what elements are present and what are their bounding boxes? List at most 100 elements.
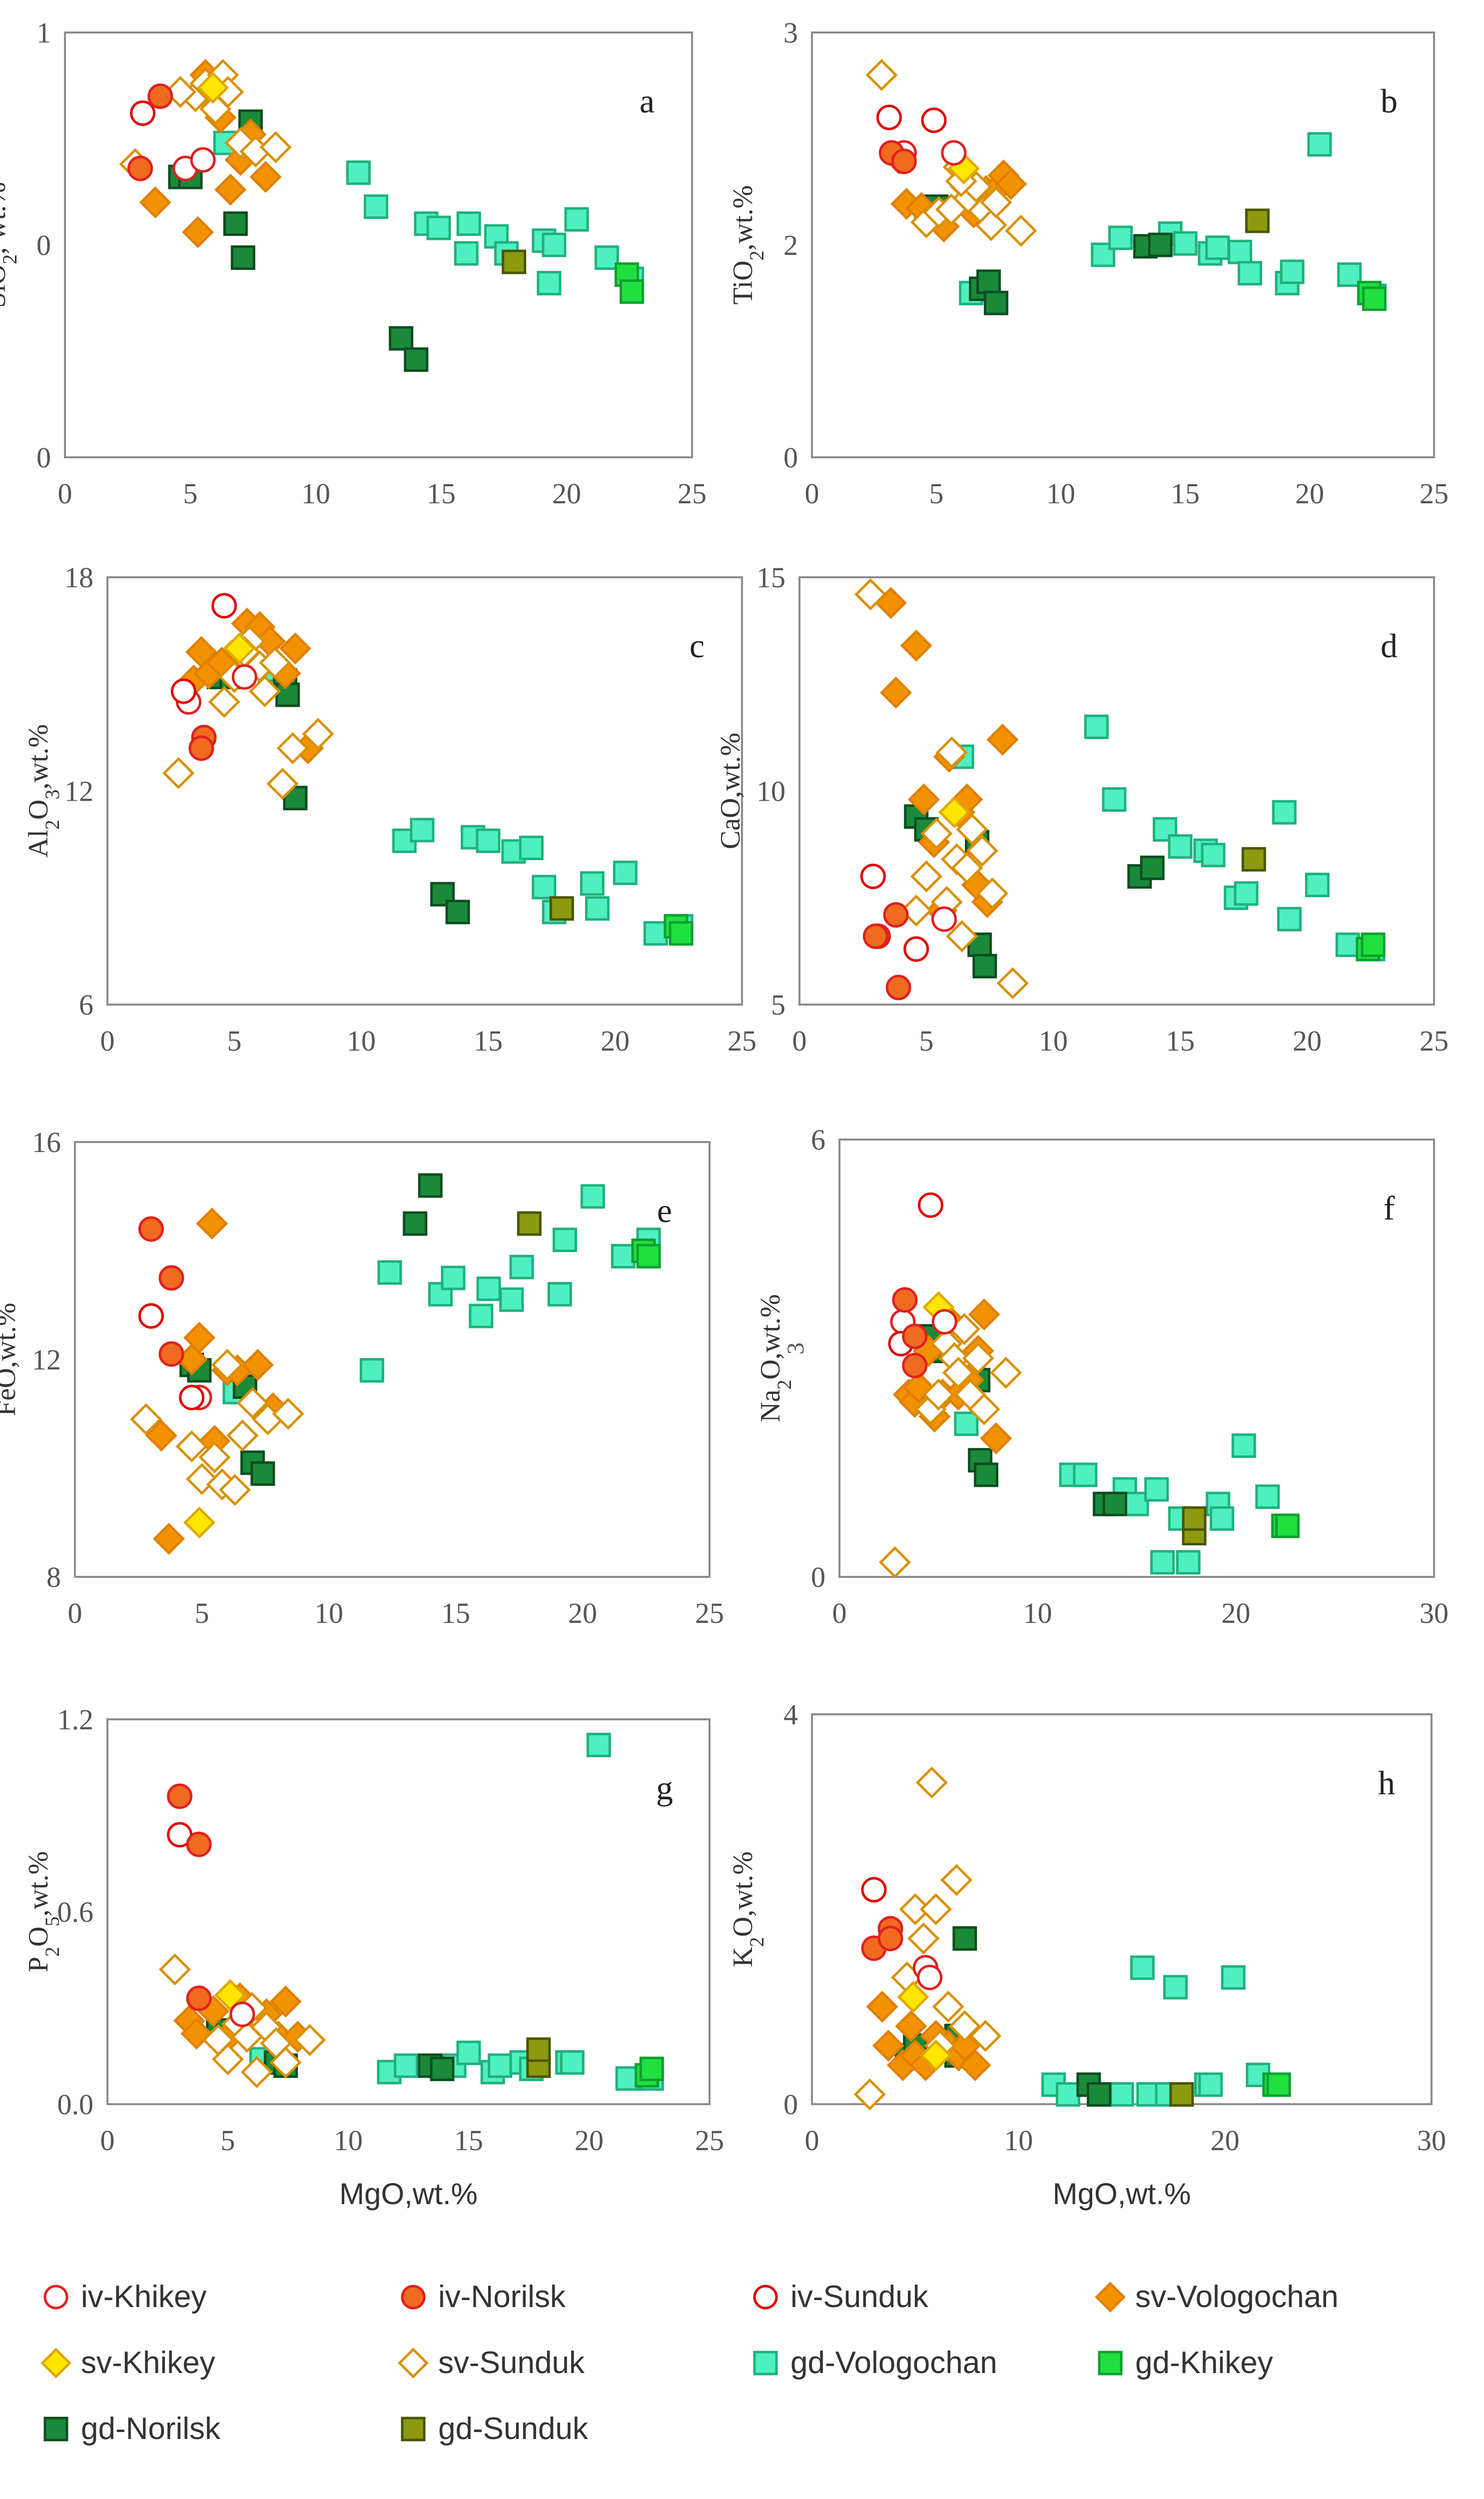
data-point (183, 1506, 215, 1539)
data-point (179, 1384, 205, 1410)
data-point (860, 864, 886, 889)
data-point (586, 1732, 611, 1757)
data-point (962, 1342, 994, 1374)
data-point (389, 326, 414, 351)
data-point (902, 1323, 928, 1349)
panel-letter: b (1381, 82, 1398, 120)
y-tick-label: 0 (36, 229, 51, 261)
data-point (269, 1985, 302, 2018)
data-point (127, 155, 153, 181)
y-axis-label: CaO,wt.% (715, 733, 746, 849)
y-tick-label: 1.2 (57, 1703, 94, 1736)
x-tick-label: 20 (1211, 2124, 1240, 2157)
data-point (1237, 261, 1262, 286)
data-point (611, 1244, 636, 1268)
data-point (919, 2039, 952, 2072)
x-tick-label: 5 (195, 1597, 209, 1629)
y-tick-label: 12 (64, 775, 93, 808)
data-point (564, 207, 589, 232)
data-point (1231, 1433, 1256, 1458)
data-point (214, 1979, 246, 2011)
y-tick-label: 0 (783, 2088, 798, 2121)
data-point (418, 1173, 443, 1198)
data-point (1084, 714, 1109, 739)
x-tick-label: 20 (1221, 1597, 1250, 1629)
series-gd-Khikey (631, 1239, 661, 1268)
data-point (921, 107, 947, 133)
x-tick-label: 0 (805, 2124, 819, 2157)
x-tick-label: 5 (227, 1025, 242, 1057)
x-tick-label: 15 (474, 1025, 503, 1057)
data-point (948, 2010, 981, 2043)
data-point (236, 1386, 269, 1419)
legend-label: gd-Sunduk (438, 2412, 588, 2446)
data-point (476, 1276, 501, 1301)
legend-marker-icon (401, 2285, 426, 2309)
data-point (158, 1341, 184, 1367)
series-gd-Khikey (1357, 280, 1387, 311)
data-point (980, 186, 1012, 219)
data-point (941, 140, 967, 166)
x-tick-label: 0 (832, 1597, 847, 1629)
data-point (1073, 1462, 1098, 1487)
x-tick-label: 10 (314, 1597, 343, 1629)
data-point (935, 736, 968, 769)
data-point (145, 1419, 177, 1452)
data-point (186, 1985, 212, 2011)
series-gd-Sunduk (517, 1211, 542, 1236)
data-point (162, 757, 195, 789)
data-point (1182, 1506, 1207, 1531)
data-point (1277, 907, 1302, 932)
data-point (1201, 843, 1226, 868)
legend-marker-icon (43, 2285, 68, 2309)
x-tick-label: 15 (454, 2124, 483, 2157)
x-tick-label: 0 (58, 477, 72, 510)
data-point (876, 104, 902, 130)
data-point (854, 578, 887, 611)
data-point (883, 902, 909, 928)
series-iv-Sunduk (130, 100, 156, 126)
series-iv-Khikey (172, 147, 216, 181)
data-point (426, 215, 451, 240)
data-point (164, 75, 196, 108)
data-point (951, 852, 983, 884)
data-point (138, 1216, 164, 1242)
series-gd-Norilsk (207, 665, 470, 925)
data-point (130, 1403, 162, 1435)
data-point (984, 290, 1009, 315)
legend-label: iv-Sunduk (790, 2280, 928, 2314)
x-tick-label: 20 (568, 1597, 597, 1629)
data-point (488, 2053, 513, 2078)
x-tick-label: 20 (575, 2124, 604, 2157)
x-tick-label: 10 (347, 1025, 376, 1057)
panel-letter: g (656, 1769, 673, 1807)
y-tick-label: 15 (756, 561, 785, 594)
panel-letter: c (690, 627, 705, 665)
panel-c: 0 5 10 15 20 25 6 12 18 Al2O3,wt.% c (23, 561, 756, 1057)
legend-label: gd-Khikey (1135, 2346, 1273, 2380)
legend-marker (753, 2285, 778, 2309)
y-tick-label: 16 (32, 1126, 61, 1159)
data-point (990, 1356, 1022, 1389)
series-iv-Norilsk (878, 140, 917, 174)
data-point (147, 83, 173, 109)
data-point (410, 818, 435, 843)
data-point (279, 632, 311, 665)
data-point (211, 593, 237, 619)
data-point (259, 646, 291, 679)
data-point (532, 875, 557, 900)
data-point (542, 232, 567, 257)
data-point (158, 1953, 191, 1986)
x-tick-label: 10 (1004, 2124, 1033, 2157)
legend-marker (401, 2285, 426, 2309)
panel-letter: f (1384, 1189, 1395, 1227)
x-tick-label: 25 (678, 477, 707, 510)
legend-marker-icon (43, 2417, 68, 2441)
data-point (509, 1254, 534, 1279)
data-point (1266, 2072, 1291, 2097)
data-point (976, 877, 1009, 910)
series-gd-Khikey (614, 262, 645, 304)
data-point (969, 2020, 1002, 2052)
x-tick-label: 30 (1417, 2124, 1446, 2157)
